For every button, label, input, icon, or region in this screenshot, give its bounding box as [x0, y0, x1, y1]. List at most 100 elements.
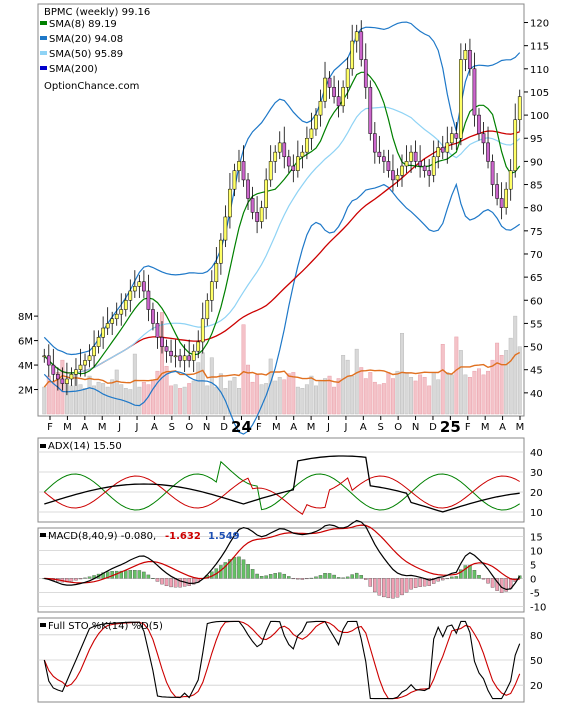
- volume-bar: [454, 336, 459, 415]
- volume-bar: [277, 377, 282, 415]
- price-tick-label: 75: [530, 227, 543, 238]
- candle-body: [56, 374, 60, 380]
- legend-sma200-swatch: [40, 66, 47, 70]
- candle-body: [386, 161, 391, 171]
- candle-body: [142, 281, 146, 292]
- macd-signal-value: 1.549: [208, 531, 240, 542]
- volume-bar: [436, 379, 441, 415]
- volume-bar: [372, 381, 377, 415]
- candle-body: [169, 350, 173, 357]
- macd-histogram-bar: [345, 576, 350, 579]
- volume-tick-label: 6M: [18, 337, 33, 348]
- adx-swatch: [40, 444, 46, 448]
- date-tick-label: M: [307, 422, 316, 433]
- macd-label: MACD(8,40,9) -0.080,: [48, 531, 156, 542]
- candle-body: [219, 239, 223, 264]
- adx-label: ADX(14) 15.50: [48, 441, 122, 452]
- volume-bar: [69, 385, 74, 415]
- candle-body: [291, 165, 296, 171]
- volume-bar: [282, 379, 287, 415]
- legend-sma200: SMA(200): [49, 64, 98, 75]
- price-tick-label: 110: [530, 65, 549, 76]
- volume-bar: [51, 381, 56, 415]
- date-tick-label: J: [135, 422, 139, 433]
- macd-histogram-bar: [291, 578, 296, 580]
- volume-bar: [359, 367, 364, 415]
- volume-bar: [345, 359, 350, 415]
- volume-bar: [114, 369, 119, 415]
- macd-histogram-bar: [445, 578, 450, 580]
- macd-histogram-bar: [404, 578, 409, 593]
- stochastic-k-line: [43, 620, 521, 700]
- volume-bar: [160, 312, 164, 415]
- candle-body: [42, 355, 47, 358]
- volume-bar: [173, 384, 178, 415]
- volume-bar: [422, 377, 427, 415]
- volume-bar: [323, 378, 327, 415]
- price-tick-label: 105: [530, 88, 549, 99]
- volume-bar: [517, 346, 522, 415]
- macd-histogram-bar: [354, 572, 359, 579]
- panel-tick-label: 10: [530, 508, 543, 519]
- volume-bar: [191, 380, 196, 415]
- volume-bar: [332, 386, 337, 415]
- panel-tick-label: -5: [530, 588, 540, 599]
- candle-body: [214, 262, 219, 283]
- candle-body: [377, 151, 382, 158]
- volume-bar: [232, 377, 237, 415]
- macd-histogram-bar: [287, 576, 291, 579]
- candle-body: [350, 40, 355, 70]
- volume-bar: [336, 378, 341, 415]
- volume-bar: [141, 381, 146, 415]
- candle-body: [427, 170, 432, 176]
- volume-bar: [200, 352, 205, 415]
- candle-body: [436, 147, 441, 158]
- date-tick-label: D: [429, 422, 437, 433]
- candle-body: [155, 323, 160, 338]
- macd-histogram-bar: [441, 578, 445, 581]
- candle-body: [250, 198, 255, 213]
- panel-tick-label: 30: [530, 468, 543, 479]
- candle-body: [413, 151, 418, 162]
- macd-histogram-bar: [87, 576, 92, 579]
- candle-body: [508, 170, 513, 190]
- volume-bar: [400, 332, 404, 415]
- macd-histogram-bar: [169, 578, 173, 588]
- macd-histogram-bar: [83, 577, 87, 579]
- price-axis: 40 45 50 55 60 65 70 75 80 85 90 95 100 105 110 115 120: [524, 19, 549, 400]
- candle-body: [300, 151, 305, 158]
- volume-bar: [286, 373, 291, 415]
- macd-histogram-bar: [454, 576, 459, 579]
- price-tick-label: 100: [530, 111, 549, 122]
- macd-histogram-bar: [273, 573, 277, 579]
- volume-tick-label: 8M: [18, 312, 33, 323]
- macd-histogram-bar: [255, 573, 259, 579]
- macd-histogram-bar: [178, 578, 182, 588]
- volume-bar: [354, 348, 359, 415]
- stochastic-swatch: [40, 623, 46, 627]
- volume-bar: [146, 384, 151, 415]
- candle-body: [237, 161, 241, 171]
- candle-body: [454, 133, 459, 139]
- macd-histogram-bar: [146, 574, 151, 579]
- date-tick-label: A: [360, 422, 367, 433]
- candle-body: [246, 179, 250, 199]
- candle-body: [395, 175, 400, 181]
- adx-minus-di: [43, 475, 520, 515]
- volume-bar: [291, 372, 296, 415]
- macd-line: [44, 519, 521, 591]
- price-panel: [37, 3, 525, 417]
- candle-body: [92, 346, 96, 357]
- macd-histogram-bar: [323, 573, 327, 579]
- macd-histogram-bar: [119, 570, 123, 579]
- volume-bar: [381, 383, 386, 415]
- volume-bar: [472, 370, 477, 415]
- volume-bar: [227, 380, 232, 415]
- candle-body: [495, 184, 499, 199]
- macd-histogram-bar: [246, 564, 250, 579]
- price-tick-label: 80: [530, 204, 543, 215]
- volume-bar: [209, 357, 214, 415]
- candle-body: [318, 100, 323, 116]
- macd-histogram-bar: [78, 578, 83, 580]
- candle-body: [449, 133, 454, 144]
